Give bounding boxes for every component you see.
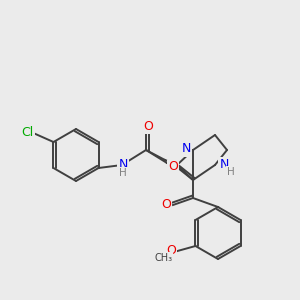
Text: N: N — [181, 142, 191, 155]
Text: H: H — [227, 167, 235, 177]
Text: Cl: Cl — [21, 127, 34, 140]
Text: O: O — [167, 244, 176, 256]
Text: N: N — [219, 158, 229, 170]
Text: CH₃: CH₃ — [154, 253, 172, 263]
Text: O: O — [168, 160, 178, 173]
Text: O: O — [161, 199, 171, 212]
Text: N: N — [118, 158, 128, 170]
Text: H: H — [119, 168, 127, 178]
Text: O: O — [143, 119, 153, 133]
